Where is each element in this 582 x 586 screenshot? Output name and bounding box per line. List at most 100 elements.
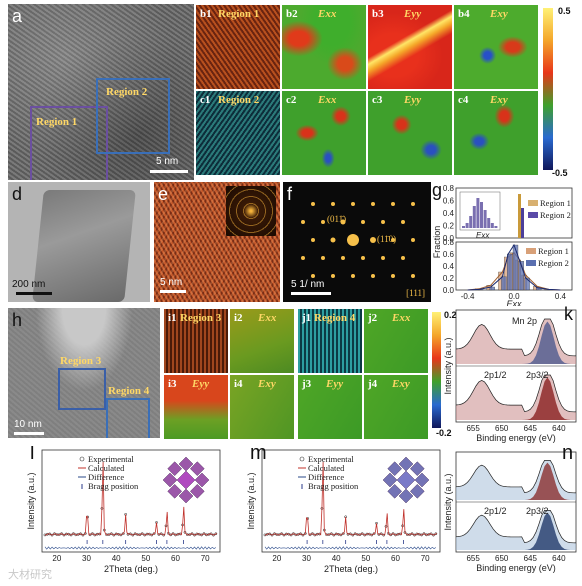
l-polyhedron-center xyxy=(176,470,196,490)
l-legend-1: Experimental xyxy=(88,454,134,464)
l-calc-line xyxy=(44,461,218,536)
tile-b1-label: b1 xyxy=(200,8,212,20)
m-xtick: 70 xyxy=(421,554,430,563)
scalebar-e-label: 5 nm xyxy=(160,277,183,288)
scalebar-d-label: 200 nm xyxy=(12,279,46,290)
tile-i3: i3 Eyy xyxy=(163,374,229,440)
tile-c4: c4 Exy xyxy=(453,90,539,176)
tile-i1-region: Region 3 xyxy=(180,312,222,324)
tile-j3-component: Eyy xyxy=(326,378,344,390)
k-xtick: 650 xyxy=(495,424,509,433)
l-legend-4: Bragg position xyxy=(88,481,139,491)
tile-i2-component: Exx xyxy=(258,312,277,324)
tile-j4-label: j4 xyxy=(368,378,378,390)
l-exp-point xyxy=(76,533,80,536)
m-frame xyxy=(261,449,441,553)
tile-b2: b2 Exx xyxy=(281,4,367,90)
m-ylabel: Intensity (a.u.) xyxy=(246,472,256,529)
panel-label-g: g xyxy=(432,180,443,200)
l-xtick: 30 xyxy=(82,554,91,563)
g-xtick: -0.4 xyxy=(461,292,475,301)
l-polyhedron xyxy=(190,461,205,476)
l-legend-mark-1 xyxy=(79,456,85,462)
m-polyhedron xyxy=(382,472,398,488)
colorbar-mid-min: -0.2 xyxy=(436,428,452,438)
g-inset-bar xyxy=(487,218,491,228)
saed-index-110: (11̄0) xyxy=(377,234,397,244)
panel-a-tem-image: a Region 1 Region 2 5 nm xyxy=(8,4,194,180)
k-xtick: 655 xyxy=(466,424,480,433)
l-polyhedron xyxy=(167,484,182,499)
tile-c1-region: Region 2 xyxy=(218,94,260,106)
region-4-label: Region 4 xyxy=(108,385,150,397)
g-bar-2 xyxy=(489,286,495,291)
panel-d-tem-image: d 200 nm xyxy=(8,182,150,302)
m-legend-4: Bragg position xyxy=(308,481,359,491)
tile-b3: b3 Eyy xyxy=(367,4,453,90)
m-exp-point xyxy=(382,533,385,537)
m-legend-2: Calculated xyxy=(308,463,345,473)
colorbar-top xyxy=(543,8,553,170)
l-exp-point xyxy=(121,532,125,535)
g-upper-ytick: 0.2 xyxy=(443,222,455,231)
m-xtick: 30 xyxy=(302,554,311,563)
tile-c2: c2 Exx xyxy=(281,90,367,176)
k-xtick: 640 xyxy=(552,424,566,433)
n-xtick: 650 xyxy=(495,554,509,563)
g-inset-bar xyxy=(480,202,483,228)
m-crystal-structure-inset xyxy=(382,456,430,504)
region-3-label: Region 3 xyxy=(60,355,102,367)
scalebar-a-label: 5 nm xyxy=(156,156,179,167)
l-xtick: 50 xyxy=(141,554,150,563)
g-legend-1: Region 1 xyxy=(540,198,571,208)
k-envelope-1 xyxy=(455,318,577,357)
panel-label-l: l xyxy=(30,446,35,464)
g-upper-peak-r1 xyxy=(518,194,521,238)
tile-b4: b4 Exy xyxy=(453,4,539,90)
m-legend-1: Experimental xyxy=(308,454,354,464)
tile-i1-label: i1 xyxy=(168,312,177,324)
panel-k-xps: Mn 2p 2p1/2 2p3/2 655 650 645 640 Binding energ… xyxy=(444,304,580,446)
l-polyhedron xyxy=(162,472,178,488)
tile-j3: j3 Eyy xyxy=(297,374,363,440)
l-exp-point xyxy=(107,533,111,536)
tile-j2-component: Exx xyxy=(392,312,411,324)
k-xtick: 645 xyxy=(524,424,538,433)
m-legend-3: Difference xyxy=(308,472,344,482)
l-polyhedron xyxy=(194,472,210,488)
m-exp-point xyxy=(372,532,376,535)
m-exp-point xyxy=(337,532,340,536)
tile-c4-label: c4 xyxy=(458,94,469,106)
l-exp-point xyxy=(197,532,201,536)
k-title: Mn 2p xyxy=(512,316,537,326)
l-xtick: 20 xyxy=(52,554,61,563)
panel-f-saed-pattern: f (011̄) (11̄0) [111] 5 1/ nm xyxy=(283,182,431,302)
scalebar-h-label: 10 nm xyxy=(14,419,42,430)
colorbar-mid xyxy=(432,312,441,428)
g-legend-swatch-1 xyxy=(528,200,538,206)
scalebar-d xyxy=(16,292,52,295)
m-polyhedron xyxy=(398,488,414,504)
region-1-label: Region 1 xyxy=(36,116,78,128)
m-calc-line xyxy=(264,461,438,536)
scalebar-f-label: 5 1/ nm xyxy=(291,279,325,290)
region-3-box xyxy=(58,368,106,410)
zone-axis: [111] xyxy=(406,288,425,298)
tile-b1: b1 Region 1 xyxy=(195,4,281,90)
tile-j2: j2 Exx xyxy=(363,308,429,374)
l-xtick: 60 xyxy=(171,554,180,563)
m-polyhedron-center xyxy=(396,470,416,490)
panel-m-xrd: Experimental Calculated Difference Bragg po… xyxy=(224,446,444,576)
k-fit-peak-2 xyxy=(518,377,571,420)
g-lower-ytick: 0.4 xyxy=(443,262,455,271)
g-upper-peak-r2 xyxy=(521,208,524,238)
n-xlabel: Binding energy (eV) xyxy=(476,563,556,573)
tile-c3-label: c3 xyxy=(372,94,383,106)
m-exp-point xyxy=(408,533,412,536)
n-xtick: 655 xyxy=(466,554,480,563)
l-xlabel: 2Theta (deg.) xyxy=(104,564,158,574)
k-peak-label-2: 2p3/2 xyxy=(526,370,549,380)
tile-j1-label: j1 xyxy=(302,312,312,324)
g-upper-ytick: 0.8 xyxy=(443,184,455,193)
tile-c4-component: Exy xyxy=(490,94,508,106)
